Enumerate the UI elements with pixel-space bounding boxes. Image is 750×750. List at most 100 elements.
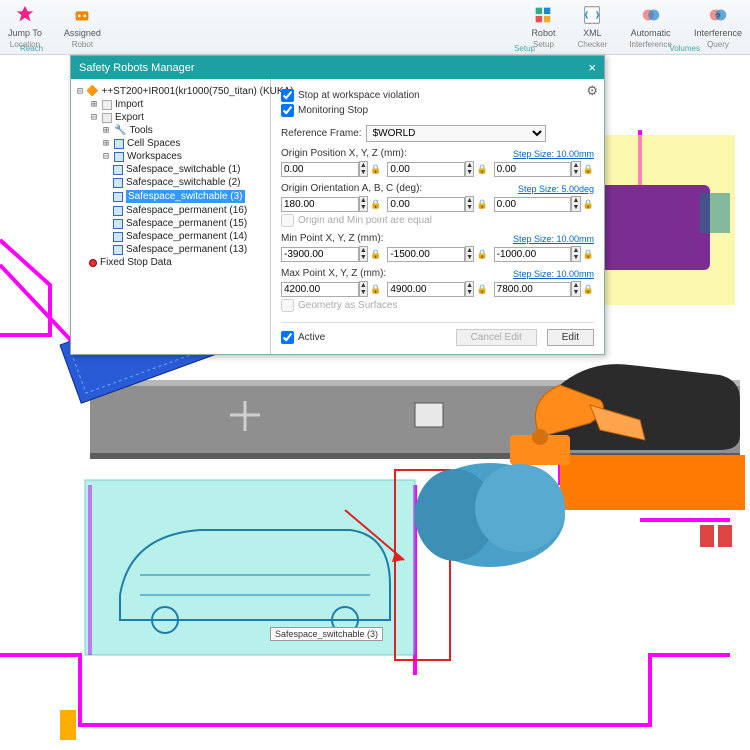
ori-b-input[interactable] bbox=[387, 197, 465, 212]
spinner-icon[interactable]: ▲▼ bbox=[359, 281, 369, 297]
robot-tree[interactable]: ⊟🔶++ST200+IR001(kr1000(750_titan) (KUKA)… bbox=[71, 79, 271, 354]
lock-icon[interactable]: 🔒 bbox=[476, 164, 487, 175]
origin-z-input[interactable] bbox=[494, 162, 572, 177]
min-x-input[interactable] bbox=[281, 247, 359, 262]
safety-robots-manager-dialog: Safety Robots Manager × ⊟🔶++ST200+IR001(… bbox=[70, 55, 605, 355]
lock-icon[interactable]: 🔒 bbox=[370, 249, 381, 260]
gear-icon[interactable]: ⚙ bbox=[586, 83, 598, 99]
max-y-input[interactable] bbox=[387, 282, 465, 297]
query-icon: ? bbox=[707, 4, 729, 26]
lock-icon[interactable]: 🔒 bbox=[583, 164, 594, 175]
wrench-icon: 🔧 bbox=[114, 125, 126, 136]
ribbon-sublabel: Robot bbox=[72, 40, 93, 49]
lock-icon[interactable]: 🔒 bbox=[476, 249, 487, 260]
max-label: Max Point X, Y, Z (mm): bbox=[281, 268, 386, 279]
ws-icon bbox=[113, 245, 123, 255]
spinner-icon[interactable]: ▲▼ bbox=[465, 281, 475, 297]
lock-icon[interactable]: 🔒 bbox=[370, 199, 381, 210]
ribbon-xml-checker[interactable]: XML Checker bbox=[573, 2, 611, 51]
tree-label: Safespace_switchable (1) bbox=[126, 164, 241, 175]
tree-label: Safespace_permanent (14) bbox=[126, 231, 247, 242]
tree-workspace-item[interactable]: Safespace_permanent (13) bbox=[77, 243, 268, 256]
min-step-link[interactable]: Step Size: 10.00mm bbox=[513, 234, 594, 244]
tree-root[interactable]: ⊟🔶++ST200+IR001(kr1000(750_titan) (KUKA) bbox=[77, 85, 268, 98]
checkbox-label: Geometry as Surfaces bbox=[298, 300, 397, 311]
workspace-form: ⚙ Stop at workspace violation Monitoring… bbox=[271, 79, 604, 354]
folder-icon bbox=[102, 113, 112, 123]
spinner-icon[interactable]: ▲▼ bbox=[571, 161, 581, 177]
ribbon-label: Robot bbox=[531, 28, 555, 38]
dialog-titlebar[interactable]: Safety Robots Manager × bbox=[71, 56, 604, 79]
lock-icon[interactable]: 🔒 bbox=[476, 199, 487, 210]
cancel-edit-button: Cancel Edit bbox=[456, 329, 537, 346]
ribbon-sublabel: Checker bbox=[577, 40, 607, 49]
tree-workspace-item[interactable]: Safespace_permanent (15) bbox=[77, 217, 268, 230]
close-icon[interactable]: × bbox=[588, 60, 596, 75]
active-checkbox[interactable]: Active bbox=[281, 329, 325, 346]
origin-x-input[interactable] bbox=[281, 162, 359, 177]
stop-violation-checkbox[interactable]: Stop at workspace violation bbox=[281, 89, 420, 102]
lock-icon[interactable]: 🔒 bbox=[583, 249, 594, 260]
origin-ori-row: ▲▼🔒 ▲▼🔒 ▲▼🔒 bbox=[281, 196, 594, 212]
stop-violation-input[interactable] bbox=[281, 89, 294, 102]
tree-workspace-item[interactable]: Safespace_switchable (1) bbox=[77, 163, 268, 176]
ws-icon bbox=[113, 232, 123, 242]
ori-a-input[interactable] bbox=[281, 197, 359, 212]
ws-icon bbox=[113, 206, 123, 216]
origin-pos-step-link[interactable]: Step Size: 10.00mm bbox=[513, 149, 594, 159]
tree-workspace-item[interactable]: Safespace_permanent (16) bbox=[77, 204, 268, 217]
space-icon bbox=[114, 152, 124, 162]
tree-workspace-item[interactable]: Safespace_switchable (2) bbox=[77, 176, 268, 189]
tree-fixed-stop[interactable]: Fixed Stop Data bbox=[77, 256, 268, 269]
lock-icon[interactable]: 🔒 bbox=[583, 199, 594, 210]
ref-frame-select[interactable]: $WORLD bbox=[366, 125, 546, 142]
max-z-input[interactable] bbox=[494, 282, 572, 297]
origin-min-equal-input bbox=[281, 214, 294, 227]
min-z-input[interactable] bbox=[494, 247, 572, 262]
lock-icon[interactable]: 🔒 bbox=[370, 284, 381, 295]
edit-button[interactable]: Edit bbox=[547, 329, 594, 346]
origin-ori-step-link[interactable]: Step Size: 5.00deg bbox=[518, 184, 594, 194]
folder-icon bbox=[102, 100, 112, 110]
ws-icon bbox=[113, 178, 123, 188]
spinner-icon[interactable]: ▲▼ bbox=[571, 196, 581, 212]
spinner-icon[interactable]: ▲▼ bbox=[465, 161, 475, 177]
checkbox-label: Stop at workspace violation bbox=[298, 90, 420, 101]
min-row: ▲▼🔒 ▲▼🔒 ▲▼🔒 bbox=[281, 246, 594, 262]
tree-label: Fixed Stop Data bbox=[100, 257, 172, 268]
spinner-icon[interactable]: ▲▼ bbox=[359, 196, 369, 212]
origin-y-input[interactable] bbox=[387, 162, 465, 177]
spinner-icon[interactable]: ▲▼ bbox=[465, 196, 475, 212]
origin-ori-label: Origin Orientation A, B, C (deg): bbox=[281, 183, 422, 194]
tree-workspace-item-selected[interactable]: Safespace_switchable (3) bbox=[77, 189, 268, 204]
dialog-title: Safety Robots Manager bbox=[79, 62, 195, 74]
tree-label: Safespace_permanent (13) bbox=[126, 244, 247, 255]
tree-tools[interactable]: ⊞🔧Tools bbox=[77, 124, 268, 137]
active-input[interactable] bbox=[281, 331, 294, 344]
monitoring-stop-checkbox[interactable]: Monitoring Stop bbox=[281, 104, 368, 117]
spinner-icon[interactable]: ▲▼ bbox=[359, 161, 369, 177]
lock-icon[interactable]: 🔒 bbox=[583, 284, 594, 295]
pin-icon bbox=[14, 4, 36, 26]
ribbon-sublabel: Query bbox=[707, 40, 729, 49]
lock-icon[interactable]: 🔒 bbox=[476, 284, 487, 295]
monitoring-stop-input[interactable] bbox=[281, 104, 294, 117]
min-y-input[interactable] bbox=[387, 247, 465, 262]
min-label: Min Point X, Y, Z (mm): bbox=[281, 233, 383, 244]
tree-cell-spaces[interactable]: ⊞Cell Spaces bbox=[77, 137, 268, 150]
tree-workspace-item[interactable]: Safespace_permanent (14) bbox=[77, 230, 268, 243]
spinner-icon[interactable]: ▲▼ bbox=[571, 246, 581, 262]
ribbon-assigned-robot[interactable]: Assigned Robot bbox=[60, 2, 105, 51]
ori-c-input[interactable] bbox=[494, 197, 572, 212]
max-step-link[interactable]: Step Size: 10.00mm bbox=[513, 269, 594, 279]
spinner-icon[interactable]: ▲▼ bbox=[359, 246, 369, 262]
tree-export[interactable]: ⊟Export bbox=[77, 111, 268, 124]
origin-min-equal-checkbox: Origin and Min point are equal bbox=[281, 214, 432, 227]
spinner-icon[interactable]: ▲▼ bbox=[571, 281, 581, 297]
tree-import[interactable]: ⊞Import bbox=[77, 98, 268, 111]
ribbon-section-setup: Setup bbox=[514, 44, 535, 53]
spinner-icon[interactable]: ▲▼ bbox=[465, 246, 475, 262]
tree-workspaces[interactable]: ⊟Workspaces bbox=[77, 150, 268, 163]
max-x-input[interactable] bbox=[281, 282, 359, 297]
lock-icon[interactable]: 🔒 bbox=[370, 164, 381, 175]
